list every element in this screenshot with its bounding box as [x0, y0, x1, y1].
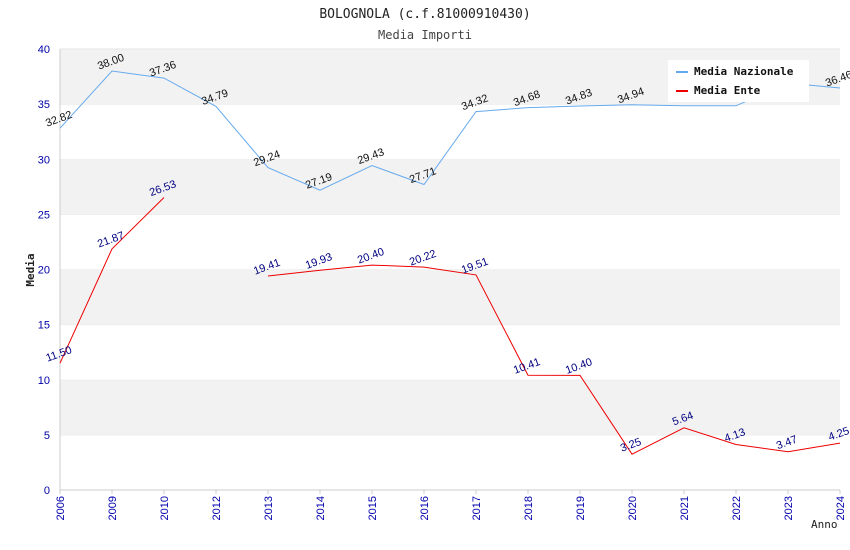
series-line-ente	[267, 264, 841, 455]
grid-band	[60, 214, 840, 270]
x-tick-label: 2024	[835, 496, 847, 520]
y-tick-label: 35	[38, 99, 50, 111]
x-tick-label: 2020	[627, 496, 639, 520]
x-tick-label: 2019	[575, 496, 587, 520]
y-axis-title: Media	[24, 253, 37, 286]
axes	[59, 49, 840, 491]
x-tick-label: 2021	[679, 496, 691, 520]
y-tick-label: 20	[38, 265, 50, 277]
legend-label-nazionale: Media Nazionale	[694, 65, 794, 78]
legend: Media Nazionale Media Ente	[668, 60, 809, 102]
x-tick-label: 2023	[783, 496, 795, 520]
grid-band	[60, 379, 840, 435]
x-tick-label: 2006	[55, 496, 67, 520]
x-tick-label: 2018	[523, 496, 535, 520]
legend-box	[668, 60, 809, 102]
legend-label-ente: Media Ente	[694, 84, 761, 97]
x-ticks: 2006 2009 2010 2012 2013 2014 2015 2016 2017 2018…	[55, 490, 847, 520]
y-tick-label: 0	[44, 485, 50, 497]
y-tick-label: 15	[38, 320, 50, 332]
y-tick-label: 40	[38, 44, 50, 56]
x-tick-label: 2010	[159, 496, 171, 520]
chart-subtitle: Media Importi	[378, 28, 472, 42]
x-tick-label: 2012	[211, 496, 223, 520]
grid-band	[60, 324, 840, 380]
x-tick-label: 2014	[315, 496, 327, 520]
x-axis-title: Anno	[811, 518, 838, 531]
series-line-nazionale	[59, 70, 841, 191]
grid-bands	[60, 48, 840, 490]
grid-band	[60, 104, 840, 160]
x-tick-label: 2017	[471, 496, 483, 520]
y-tick-label: 30	[38, 154, 50, 166]
y-ticks: 0 5 10 15 20 25 30 35 40	[38, 44, 50, 497]
y-tick-label: 25	[38, 209, 50, 221]
x-tick-label: 2016	[419, 496, 431, 520]
y-tick-label: 10	[38, 375, 50, 387]
grid-band	[60, 434, 840, 490]
series-line-ente	[59, 197, 165, 364]
grid-band	[60, 269, 840, 325]
x-tick-label: 2009	[107, 496, 119, 520]
x-tick-label: 2022	[731, 496, 743, 520]
y-tick-label: 5	[44, 430, 50, 442]
x-tick-label: 2015	[367, 496, 379, 520]
series-lines	[59, 70, 841, 455]
chart-title: BOLOGNOLA (c.f.81000910430)	[319, 7, 530, 22]
grid-band	[60, 159, 840, 215]
x-tick-label: 2013	[263, 496, 275, 520]
